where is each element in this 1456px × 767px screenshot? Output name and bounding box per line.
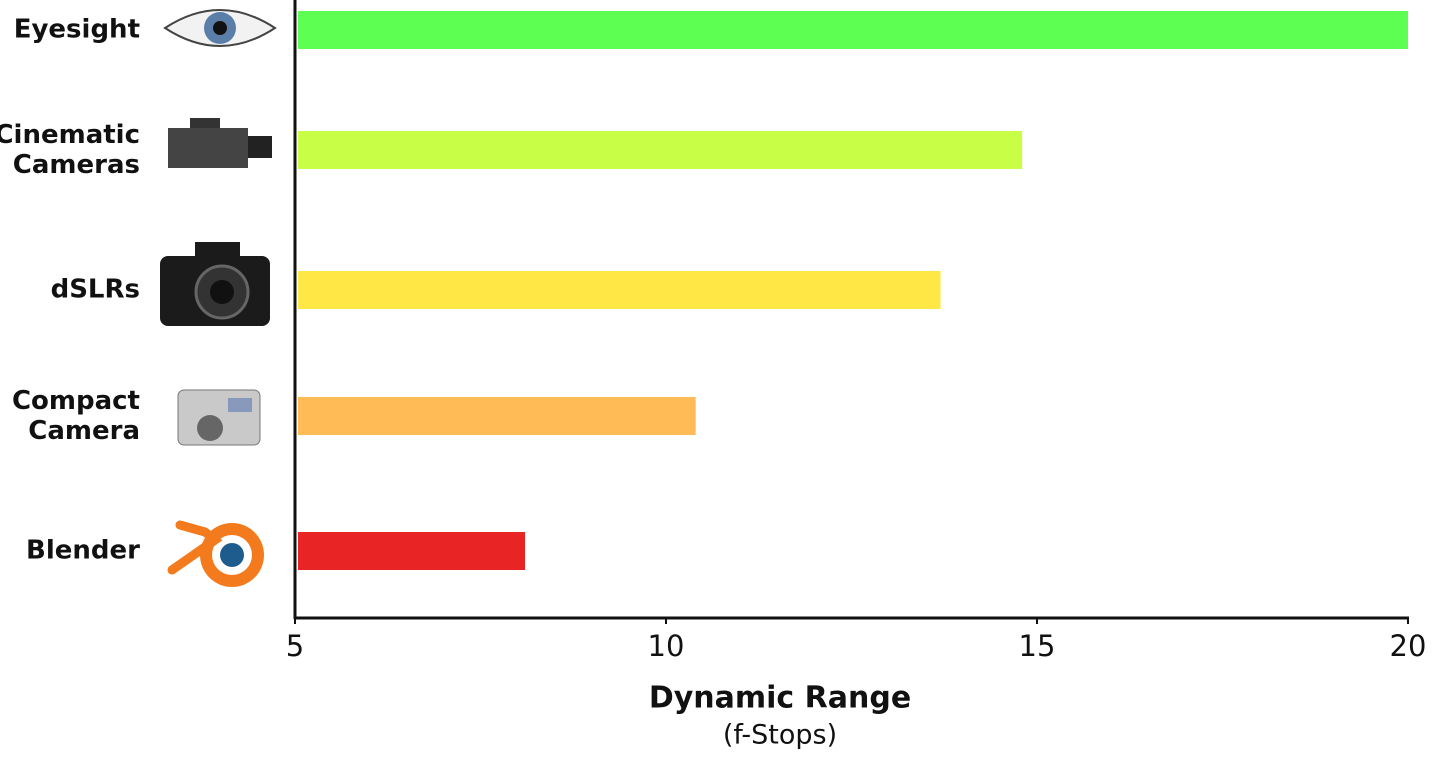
bar	[298, 532, 526, 570]
category-label: Blender	[26, 536, 140, 566]
category-label: Cinematic Cameras	[0, 120, 140, 180]
icon-dslr	[160, 242, 270, 326]
icon-compact-camera	[177, 389, 261, 446]
category-label: Compact Camera	[12, 386, 140, 446]
bar	[298, 271, 941, 309]
icon-eye	[163, 9, 277, 47]
category-label: Eyesight	[14, 15, 140, 45]
x-tick-label: 5	[286, 629, 304, 663]
x-tick-label: 20	[1390, 629, 1427, 663]
bar	[298, 11, 1408, 49]
icon-cinema-camera	[168, 118, 272, 168]
icon-blender	[167, 520, 264, 587]
category-label: dSLRs	[51, 275, 140, 305]
x-axis-title: Dynamic Range	[649, 681, 911, 716]
bar	[298, 397, 696, 435]
x-axis-subtitle: (f-Stops)	[723, 720, 837, 751]
bar	[298, 131, 1023, 169]
x-tick-label: 15	[1019, 629, 1056, 663]
x-tick-label: 10	[648, 629, 685, 663]
